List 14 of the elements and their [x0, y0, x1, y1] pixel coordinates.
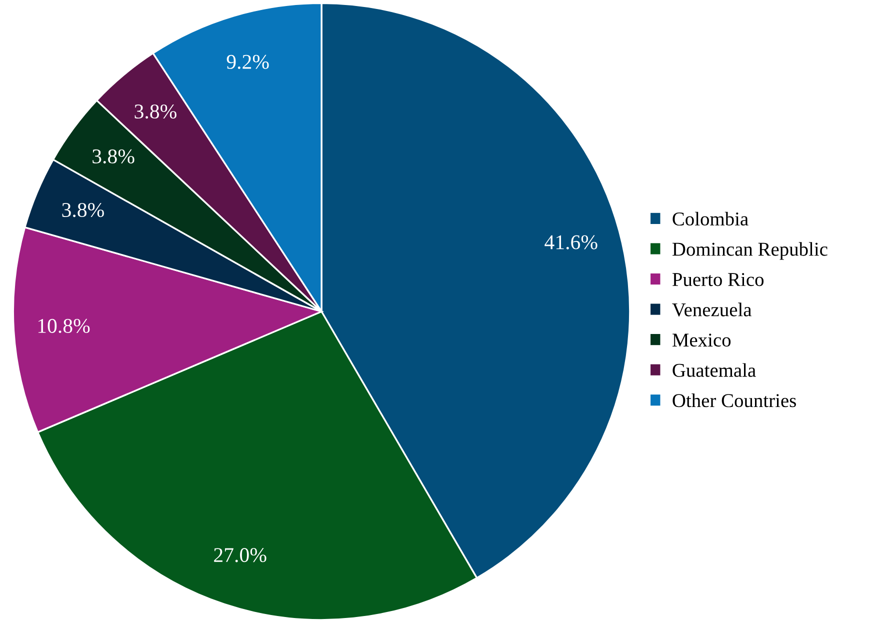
data-label: 41.6% — [544, 235, 598, 250]
legend-label: Guatemala — [672, 363, 756, 377]
legend-label: Mexico — [672, 334, 731, 347]
data-label: 3.8% — [92, 149, 134, 164]
legend-label: Other Countries — [672, 394, 796, 408]
legend-label: Domincan Republic — [672, 242, 828, 260]
data-label: 10.8% — [38, 318, 90, 334]
data-label: 3.8% — [62, 202, 104, 218]
legend-label: Venezuela — [672, 302, 752, 316]
data-label: 9.2% — [226, 54, 269, 69]
legend-label: Colombia — [672, 212, 748, 226]
data-label: 3.8% — [134, 104, 176, 119]
legend-label: Puerto Rico — [672, 273, 764, 286]
data-label: 27.0% — [214, 548, 266, 562]
